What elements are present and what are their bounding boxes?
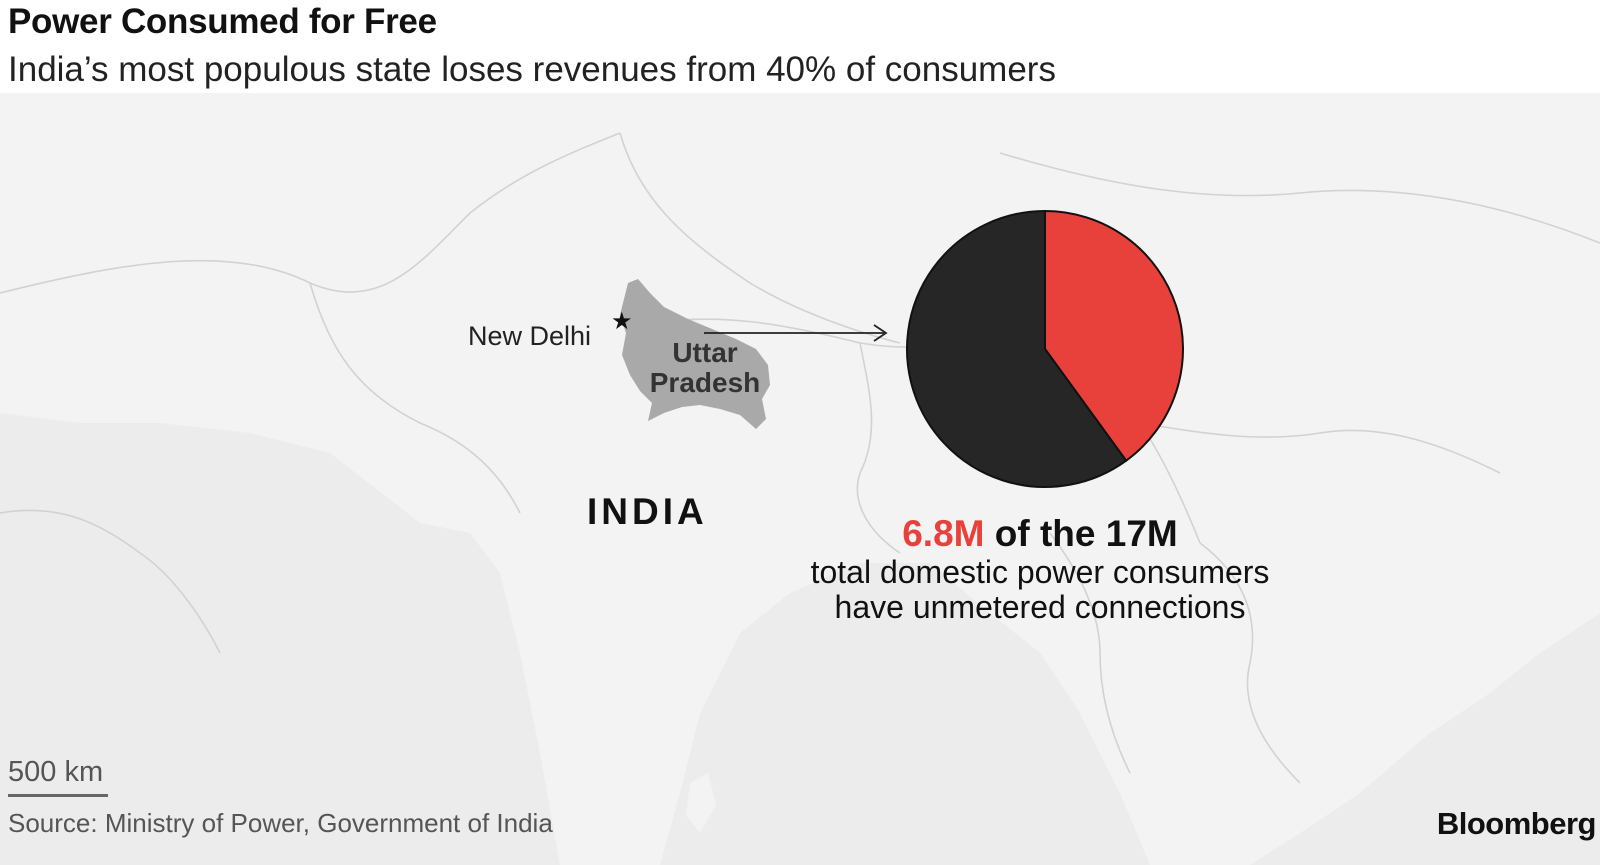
island-east xyxy=(1545,393,1580,453)
pie-chart xyxy=(906,209,1184,488)
uttar-pradesh-shape xyxy=(620,279,770,429)
map-area: ★ New Delhi Uttar Pradesh INDIA 6.8M of … xyxy=(0,93,1600,865)
pointer-arrow xyxy=(704,324,888,342)
chart-subtitle: India’s most populous state loses revenu… xyxy=(8,50,1056,89)
pie-slice-1 xyxy=(906,209,1128,488)
stat-callout: 6.8M of the 17M total domestic power con… xyxy=(740,513,1340,625)
scale-label: 500 km xyxy=(8,756,104,788)
stat-headline-rest: of the 17M xyxy=(984,513,1178,554)
label-new-delhi: New Delhi xyxy=(468,321,592,351)
stat-highlight-value: 6.8M xyxy=(902,513,985,554)
source-note: Source: Ministry of Power, Government of… xyxy=(8,808,553,838)
stat-line-2: total domestic power consumers xyxy=(810,554,1270,590)
bloomberg-logo: Bloomberg xyxy=(1436,806,1597,841)
stat-headline: 6.8M of the 17M xyxy=(740,513,1340,555)
land-mass xyxy=(0,93,1600,865)
label-uttar-pradesh: Uttar Pradesh xyxy=(649,337,761,398)
stat-line-3: have unmetered connections xyxy=(834,589,1246,625)
new-delhi-star-icon: ★ xyxy=(611,307,633,335)
chart-title: Power Consumed for Free xyxy=(8,2,437,41)
pie-slice-0 xyxy=(1044,209,1184,463)
label-india: INDIA xyxy=(587,491,708,532)
sri-lanka xyxy=(686,773,716,833)
map-background: ★ xyxy=(0,93,1600,865)
scale-bar xyxy=(8,794,108,797)
